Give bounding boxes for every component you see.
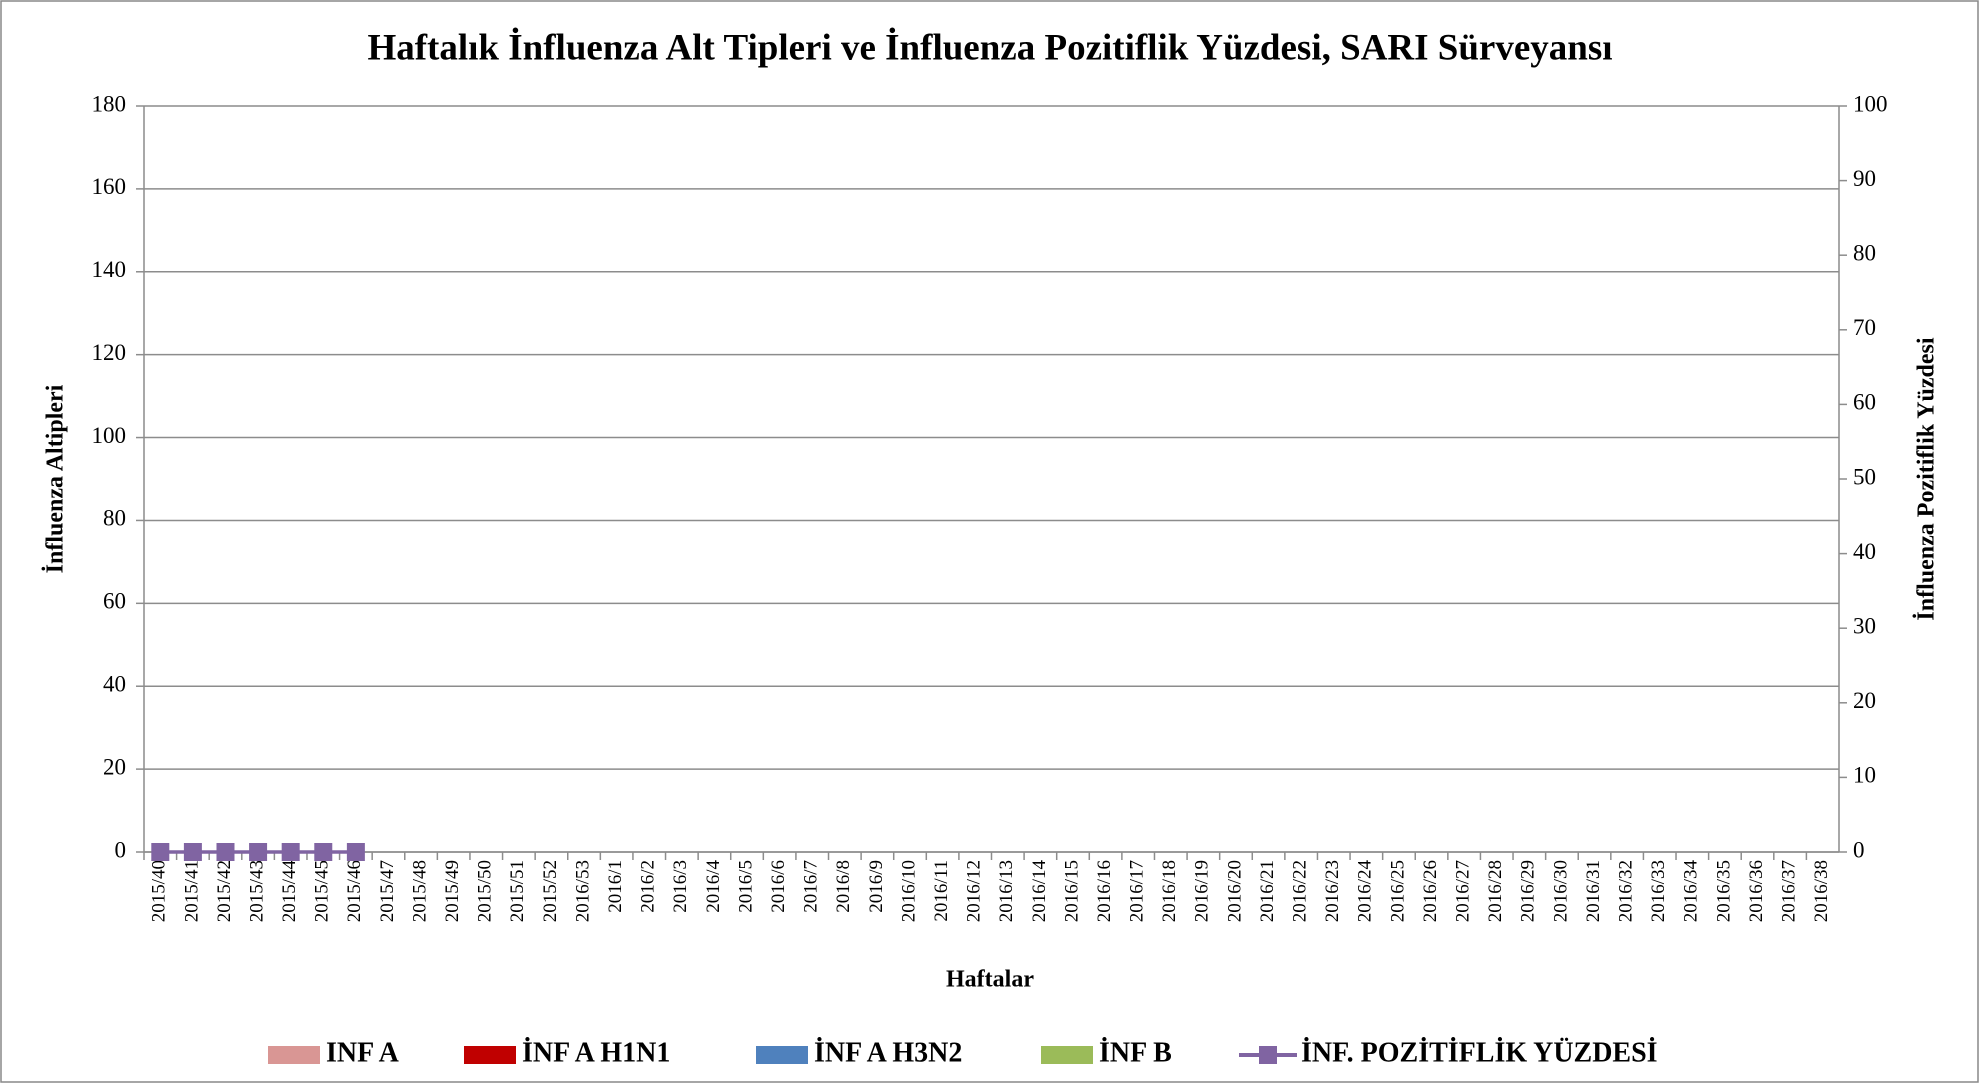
y2-axis-label: İnfluenza Pozitiflik Yüzdesi — [1914, 337, 1940, 620]
x-tick-label: 2016/20 — [1224, 860, 1245, 922]
x-tick-label: 2015/45 — [312, 860, 333, 922]
y-tick-label: 120 — [92, 340, 127, 365]
x-tick-label: 2016/22 — [1290, 860, 1311, 922]
x-tick-label: 2016/32 — [1615, 860, 1636, 922]
x-tick-label: 2016/38 — [1811, 860, 1832, 922]
legend-label: İNF A H3N2 — [814, 1037, 962, 1068]
x-tick-label: 2016/3 — [670, 860, 691, 913]
y-tick-label: 20 — [103, 754, 126, 779]
legend-label: İNF B — [1099, 1037, 1172, 1068]
x-tick-label: 2016/25 — [1387, 860, 1408, 922]
chart-title: Haftalık İnfluenza Alt Tipleri ve İnflue… — [367, 26, 1612, 68]
legend-swatch — [1041, 1046, 1093, 1064]
x-tick-label: 2016/17 — [1127, 860, 1148, 922]
x-tick-label: 2016/10 — [898, 860, 919, 922]
x-tick-label: 2016/30 — [1550, 860, 1571, 922]
x-tick-label: 2016/7 — [801, 860, 822, 913]
x-tick-label: 2015/49 — [442, 860, 463, 922]
x-tick-label: 2016/53 — [572, 860, 593, 922]
line-marker — [216, 843, 235, 861]
line-marker — [183, 843, 202, 861]
x-tick-label: 2016/23 — [1322, 860, 1343, 922]
x-tick-label: 2015/47 — [377, 860, 398, 922]
x-tick-label: 2016/13 — [996, 860, 1017, 922]
legend-label: İNF A H1N1 — [522, 1037, 670, 1068]
x-tick-label: 2015/46 — [344, 860, 365, 922]
x-tick-label: 2016/8 — [833, 860, 854, 913]
legend-swatch — [268, 1046, 320, 1064]
legend-marker — [1259, 1046, 1277, 1064]
y-tick-label: 40 — [103, 672, 126, 697]
x-tick-label: 2015/51 — [507, 860, 528, 922]
legend-swatch — [756, 1046, 808, 1064]
y-tick-label: 60 — [103, 589, 126, 614]
x-axis-label: Haftalar — [946, 967, 1034, 993]
x-tick-label: 2016/4 — [703, 860, 724, 913]
line-marker — [249, 843, 268, 861]
x-tick-label: 2015/42 — [214, 860, 235, 922]
x-tick-label: 2016/34 — [1681, 860, 1702, 923]
x-tick-label: 2016/33 — [1648, 860, 1669, 922]
x-tick-label: 2016/16 — [1094, 860, 1115, 922]
x-tick-label: 2015/52 — [540, 860, 561, 922]
x-tick-label: 2016/9 — [866, 860, 887, 913]
x-tick-label: 2015/50 — [475, 860, 496, 922]
y-tick-label: 140 — [92, 257, 127, 282]
x-tick-label: 2015/44 — [279, 860, 300, 923]
y-tick-label: 160 — [92, 174, 127, 199]
x-tick-label: 2016/14 — [1029, 860, 1050, 923]
x-tick-label: 2015/41 — [181, 860, 202, 922]
x-tick-label: 2016/29 — [1518, 860, 1539, 922]
x-tick-label: 2016/21 — [1257, 860, 1278, 922]
legend-swatch — [464, 1046, 516, 1064]
y2-tick-label: 10 — [1853, 763, 1876, 788]
x-tick-label: 2016/28 — [1485, 860, 1506, 922]
line-marker — [151, 843, 170, 861]
x-tick-label: 2015/40 — [149, 860, 170, 922]
x-tick-label: 2016/6 — [768, 860, 789, 913]
x-tick-label: 2016/26 — [1420, 860, 1441, 922]
y2-tick-label: 100 — [1853, 91, 1888, 116]
y-tick-label: 180 — [92, 91, 127, 116]
x-tick-label: 2016/5 — [735, 860, 756, 913]
y-axis-label: İnfluenza Altipleri — [43, 384, 69, 573]
line-marker — [346, 843, 365, 861]
x-tick-label: 2015/48 — [409, 860, 430, 922]
x-tick-label: 2016/1 — [605, 860, 626, 913]
y2-tick-label: 80 — [1853, 240, 1876, 265]
x-tick-label: 2016/15 — [1061, 860, 1082, 922]
y-tick-label: 100 — [92, 423, 127, 448]
x-tick-label: 2016/18 — [1159, 860, 1180, 922]
y2-tick-label: 60 — [1853, 390, 1876, 415]
y2-tick-label: 50 — [1853, 464, 1876, 489]
y2-tick-label: 70 — [1853, 315, 1876, 340]
y2-tick-label: 90 — [1853, 166, 1876, 191]
x-tick-label: 2016/35 — [1713, 860, 1734, 922]
x-tick-label: 2016/19 — [1192, 860, 1213, 922]
x-tick-label: 2016/36 — [1746, 860, 1767, 922]
x-tick-label: 2016/27 — [1453, 860, 1474, 922]
y2-tick-label: 30 — [1853, 613, 1876, 638]
x-tick-label: 2016/12 — [964, 860, 985, 922]
line-marker — [281, 843, 300, 861]
legend-label: INF A — [326, 1037, 400, 1068]
x-tick-label: 2016/31 — [1583, 860, 1604, 922]
x-tick-label: 2016/24 — [1355, 860, 1376, 923]
y2-tick-label: 40 — [1853, 539, 1876, 564]
x-tick-label: 2016/2 — [638, 860, 659, 913]
y-tick-label: 0 — [115, 837, 127, 862]
y2-tick-label: 20 — [1853, 688, 1876, 713]
x-tick-label: 2015/43 — [246, 860, 267, 922]
x-tick-label: 2016/11 — [931, 860, 952, 922]
legend-label: İNF. POZİTİFLİK YÜZDESİ — [1301, 1037, 1658, 1068]
x-tick-label: 2016/37 — [1778, 860, 1799, 922]
y2-tick-label: 0 — [1853, 837, 1865, 862]
y-tick-label: 80 — [103, 506, 126, 531]
line-marker — [314, 843, 333, 861]
